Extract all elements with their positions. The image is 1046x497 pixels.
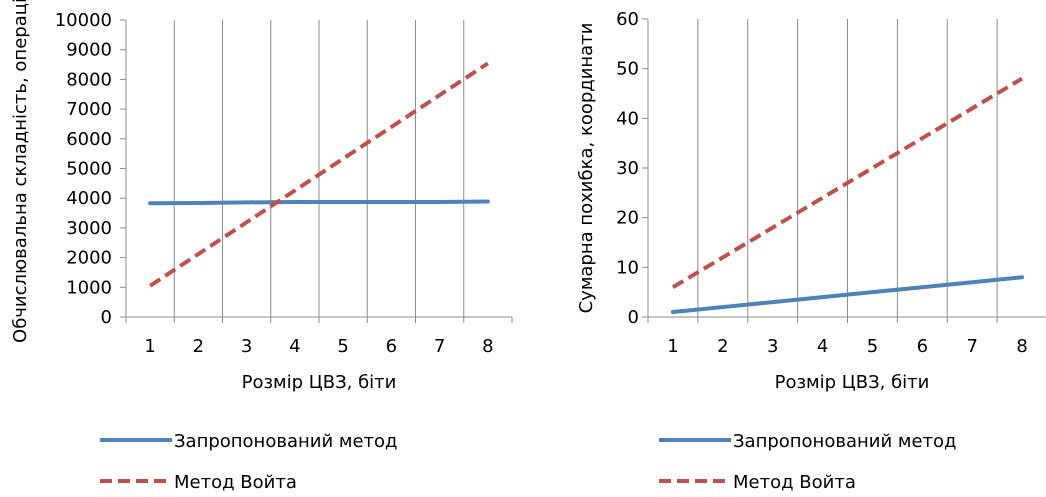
legend-label: Запропонований метод: [733, 431, 956, 452]
legend-label: Метод Войта: [733, 472, 856, 492]
x-tick-label: 5: [337, 336, 348, 357]
y-tick-label: 9000: [66, 40, 112, 61]
series-line-voight-method: [671, 76, 1024, 289]
x-tick-label: 6: [386, 336, 397, 357]
y-tick-label: 40: [616, 108, 639, 129]
y-tick-label: 5000: [66, 159, 112, 180]
x-tick-label: 7: [966, 336, 977, 357]
x-tick-label: 1: [144, 336, 155, 357]
y-tick-label: 0: [101, 307, 112, 328]
legend-label: Метод Войта: [174, 472, 297, 492]
x-tick-label: 1: [667, 336, 678, 357]
x-tick-label: 2: [193, 336, 204, 357]
y-axis-title: Обчислювальна складність, операції: [10, 0, 31, 343]
x-axis-title: Розмір ЦВЗ, біти: [775, 372, 930, 393]
y-tick-label: 50: [616, 59, 639, 80]
y-tick-label: 8000: [66, 69, 112, 90]
y-tick-label: 3000: [66, 218, 112, 239]
y-tick-label: 10: [616, 257, 639, 278]
series-line-voight-method: [149, 61, 489, 288]
y-tick-label: 0: [628, 307, 639, 328]
x-tick-label: 3: [767, 336, 778, 357]
legend-label: Запропонований метод: [174, 431, 397, 452]
x-tick-label: 4: [289, 336, 300, 357]
y-tick-label: 7000: [66, 99, 112, 120]
x-tick-label: 2: [717, 336, 728, 357]
x-tick-label: 6: [917, 336, 928, 357]
chart-2: 0 10 20 30 40 50 60 1 2 3 4 5 6 7 8 Розмір ЦВЗ, біти Сум…: [576, 9, 1046, 493]
y-tick-label: 4000: [66, 188, 112, 209]
chart-1: 0 1000 2000 3000 4000 5000 6000 7000 8000 9000 100…: [10, 0, 513, 493]
x-tick-label: 5: [867, 336, 878, 357]
y-tick-label: 2000: [66, 248, 112, 269]
x-tick-label: 7: [434, 336, 445, 357]
x-tick-label: 8: [482, 336, 493, 357]
x-tick-label: 4: [817, 336, 828, 357]
y-tick-label: 60: [616, 9, 639, 30]
y-tick-label: 10000: [55, 10, 112, 31]
series-line-proposed-method: [670, 275, 1025, 315]
y-tick-label: 1000: [66, 277, 112, 298]
y-axis-title: Сумарна похибка, координати: [576, 23, 597, 314]
x-tick-label: 3: [241, 336, 252, 357]
x-tick-label: 8: [1016, 336, 1027, 357]
x-axis-title: Розмір ЦВЗ, біти: [242, 372, 397, 393]
series-line-proposed-method: [148, 199, 490, 206]
y-tick-label: 20: [616, 208, 639, 229]
y-tick-label: 30: [616, 158, 639, 179]
y-tick-label: 6000: [66, 129, 112, 150]
